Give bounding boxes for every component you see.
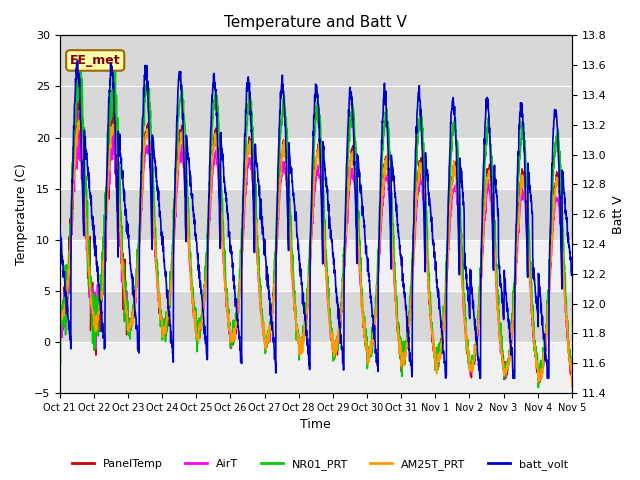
PanelTemp <box>76 97 83 103</box>
NR01_PRT <box>342 213 349 219</box>
Bar <box>60 189 572 240</box>
NR01_PRT <box>465 361 472 367</box>
Line: batt_volt: batt_volt <box>60 60 572 378</box>
batt_volt <box>56 222 63 228</box>
Bar <box>60 291 572 342</box>
NR01_PRT <box>538 366 545 372</box>
Bar <box>60 36 572 86</box>
batt_volt <box>538 301 545 307</box>
AirT <box>56 326 63 332</box>
AirT <box>74 108 82 113</box>
NR01_PRT <box>75 56 83 62</box>
AirT <box>535 380 543 385</box>
NR01_PRT <box>330 344 338 349</box>
AM25T_PRT <box>199 311 207 316</box>
Y-axis label: Temperature (C): Temperature (C) <box>15 163 28 265</box>
batt_volt <box>342 206 349 212</box>
NR01_PRT <box>199 315 207 321</box>
NR01_PRT <box>568 379 576 385</box>
AM25T_PRT <box>465 347 472 353</box>
Line: NR01_PRT: NR01_PRT <box>60 59 572 388</box>
batt_volt <box>568 271 576 276</box>
AirT <box>465 354 472 360</box>
PanelTemp <box>523 206 531 212</box>
Bar <box>60 342 572 393</box>
Bar <box>60 138 572 189</box>
Bar <box>60 36 572 86</box>
AM25T_PRT <box>342 234 349 240</box>
Line: PanelTemp: PanelTemp <box>60 100 572 386</box>
NR01_PRT <box>523 177 531 182</box>
PanelTemp <box>342 236 349 241</box>
PanelTemp <box>330 351 338 357</box>
NR01_PRT <box>56 328 63 334</box>
Bar <box>60 240 572 291</box>
Bar <box>60 86 572 138</box>
Y-axis label: Batt V: Batt V <box>612 195 625 234</box>
PanelTemp <box>199 319 207 325</box>
Line: AM25T_PRT: AM25T_PRT <box>60 120 572 385</box>
AirT <box>199 314 207 320</box>
NR01_PRT <box>534 385 542 391</box>
PanelTemp <box>56 319 63 324</box>
AirT <box>568 375 576 381</box>
PanelTemp <box>568 383 576 389</box>
AirT <box>330 347 338 353</box>
batt_volt <box>74 58 81 63</box>
AM25T_PRT <box>56 314 63 320</box>
AM25T_PRT <box>523 216 531 222</box>
batt_volt <box>442 375 449 381</box>
Title: Temperature and Batt V: Temperature and Batt V <box>224 15 407 30</box>
AM25T_PRT <box>537 367 545 372</box>
batt_volt <box>199 307 207 312</box>
AM25T_PRT <box>568 383 576 388</box>
AM25T_PRT <box>330 345 338 351</box>
PanelTemp <box>537 368 545 374</box>
Text: EE_met: EE_met <box>70 54 120 67</box>
batt_volt <box>330 270 338 276</box>
Legend: PanelTemp, AirT, NR01_PRT, AM25T_PRT, batt_volt: PanelTemp, AirT, NR01_PRT, AM25T_PRT, ba… <box>68 455 572 474</box>
AirT <box>538 370 545 376</box>
Line: AirT: AirT <box>60 110 572 383</box>
X-axis label: Time: Time <box>300 419 331 432</box>
AM25T_PRT <box>75 117 83 123</box>
PanelTemp <box>465 354 472 360</box>
AirT <box>342 245 349 251</box>
batt_volt <box>465 293 472 299</box>
AirT <box>523 228 531 234</box>
batt_volt <box>523 244 531 250</box>
